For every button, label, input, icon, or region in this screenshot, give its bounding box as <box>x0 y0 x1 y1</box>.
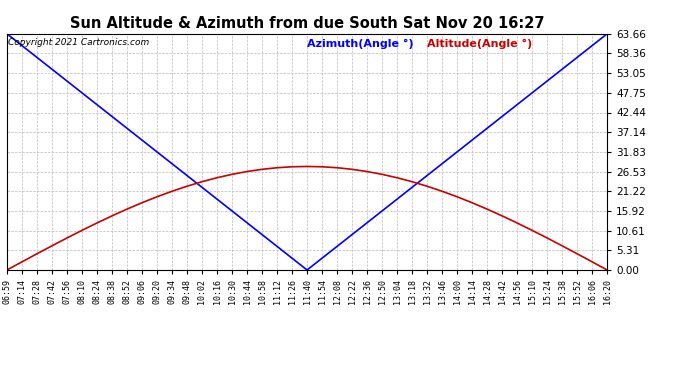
Text: Azimuth(Angle °): Azimuth(Angle °) <box>307 39 414 48</box>
Title: Sun Altitude & Azimuth from due South Sat Nov 20 16:27: Sun Altitude & Azimuth from due South Sa… <box>70 16 544 31</box>
Text: Copyright 2021 Cartronics.com: Copyright 2021 Cartronics.com <box>8 39 149 48</box>
Text: Altitude(Angle °): Altitude(Angle °) <box>427 39 533 48</box>
